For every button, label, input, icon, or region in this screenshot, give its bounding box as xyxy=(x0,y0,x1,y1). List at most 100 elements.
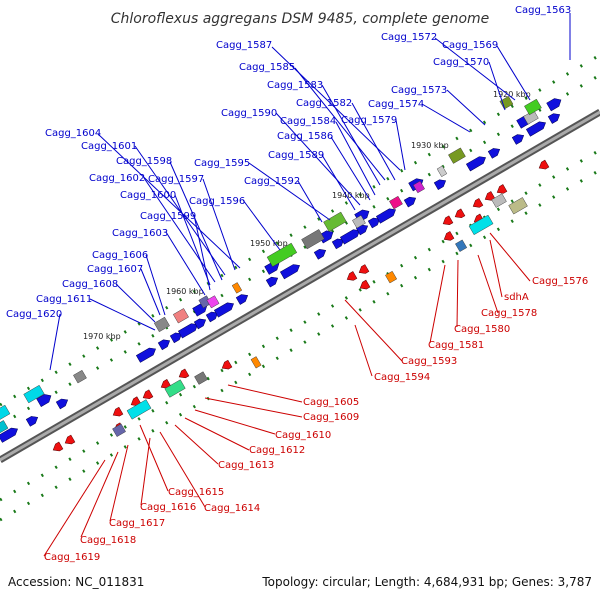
gene-label[interactable]: Cagg_1598 xyxy=(116,156,172,167)
cog-feature-box[interactable] xyxy=(436,165,448,177)
gene-label[interactable]: Cagg_1581 xyxy=(428,340,484,351)
minus-gene-arrow[interactable] xyxy=(441,215,454,227)
gene-label[interactable]: Cagg_1586 xyxy=(277,131,333,142)
cog-feature-box[interactable] xyxy=(231,282,243,294)
minus-gene-arrow[interactable] xyxy=(129,396,142,408)
minus-gene-arrow[interactable] xyxy=(51,441,64,453)
gene-label[interactable]: Cagg_1585 xyxy=(239,62,295,73)
plus-gene-arrow[interactable] xyxy=(403,195,418,208)
minus-gene-arrow[interactable] xyxy=(63,434,76,446)
gene-label[interactable]: Cagg_1572 xyxy=(381,32,437,43)
plus-gene-arrow[interactable] xyxy=(331,236,346,250)
cog-feature-box[interactable] xyxy=(250,356,262,369)
gene-label[interactable]: Cagg_1576 xyxy=(532,276,588,287)
gene-label[interactable]: Cagg_1605 xyxy=(303,397,359,408)
plus-gene-arrow[interactable] xyxy=(55,396,70,410)
gene-label[interactable]: Cagg_1573 xyxy=(391,85,447,96)
cog-feature-box[interactable] xyxy=(468,214,494,236)
cog-feature-box[interactable] xyxy=(448,147,466,164)
gene-label[interactable]: Cagg_1592 xyxy=(244,176,300,187)
gene-label[interactable]: Cagg_1589 xyxy=(268,150,324,161)
plus-gene-arrow[interactable] xyxy=(546,96,564,112)
minus-gene-arrow[interactable] xyxy=(453,208,466,220)
gene-label[interactable]: Cagg_1612 xyxy=(249,445,305,456)
plus-gene-arrow[interactable] xyxy=(487,146,502,159)
plus-gene-arrow[interactable] xyxy=(25,414,40,427)
gene-label[interactable]: Cagg_1563 xyxy=(515,5,571,16)
cog-feature-box[interactable] xyxy=(194,371,208,385)
gene-label[interactable]: Cagg_1582 xyxy=(296,98,352,109)
gene-label[interactable]: Cagg_1584 xyxy=(280,116,336,127)
plus-gene-arrow[interactable] xyxy=(193,316,208,330)
cog-feature-box[interactable] xyxy=(0,420,9,438)
minus-gene-arrow[interactable] xyxy=(159,379,172,390)
minus-gene-arrow[interactable] xyxy=(537,159,550,171)
plus-gene-arrow[interactable] xyxy=(213,300,235,318)
gene-label[interactable]: Cagg_1617 xyxy=(109,518,165,529)
plus-gene-arrow[interactable] xyxy=(525,119,547,137)
plus-gene-arrow[interactable] xyxy=(177,321,199,339)
minus-gene-arrow[interactable] xyxy=(177,368,190,380)
gene-label[interactable]: Cagg_1595 xyxy=(194,158,250,169)
plus-gene-arrow[interactable] xyxy=(547,111,562,124)
minus-gene-arrow[interactable] xyxy=(495,184,508,195)
plus-gene-arrow[interactable] xyxy=(511,132,526,145)
gene-label[interactable]: Cagg_1610 xyxy=(275,430,331,441)
gene-label[interactable]: Cagg_1601 xyxy=(81,141,137,152)
plus-gene-arrow[interactable] xyxy=(265,275,280,288)
gene-label[interactable]: Cagg_1616 xyxy=(140,502,196,513)
plus-gene-arrow[interactable] xyxy=(205,309,220,323)
cog-feature-box[interactable] xyxy=(301,229,325,250)
cog-feature-box[interactable] xyxy=(153,316,170,333)
cog-feature-box[interactable] xyxy=(73,369,87,384)
gene-label[interactable]: Cagg_1607 xyxy=(87,264,143,275)
cog-feature-box[interactable] xyxy=(385,270,398,284)
cog-feature-box[interactable] xyxy=(323,211,347,232)
gene-label[interactable]: Cagg_1609 xyxy=(303,412,359,423)
gene-label[interactable]: Cagg_1613 xyxy=(218,460,274,471)
cog-feature-box[interactable] xyxy=(172,308,189,324)
minus-gene-arrow[interactable] xyxy=(357,264,370,276)
plus-gene-arrow[interactable] xyxy=(279,262,301,280)
cog-feature-box[interactable] xyxy=(266,242,298,267)
cog-feature-box[interactable] xyxy=(23,384,45,404)
cog-feature-box[interactable] xyxy=(412,180,425,194)
plus-gene-arrow[interactable] xyxy=(465,154,487,172)
gene-label[interactable]: Cagg_1611 xyxy=(36,294,92,305)
minus-gene-arrow[interactable] xyxy=(220,359,233,371)
cog-feature-box[interactable] xyxy=(389,195,403,210)
cog-feature-box[interactable] xyxy=(352,215,366,229)
minus-gene-arrow[interactable] xyxy=(442,231,455,242)
cog-feature-box[interactable] xyxy=(126,399,152,420)
gene-label[interactable]: Cagg_1570 xyxy=(433,57,489,68)
cog-feature-box[interactable] xyxy=(164,379,186,398)
gene-label[interactable]: Cagg_1569 xyxy=(442,40,498,51)
plus-gene-arrow[interactable] xyxy=(157,337,172,351)
gene-label[interactable]: Cagg_1597 xyxy=(148,174,204,185)
gene-label[interactable]: Cagg_1604 xyxy=(45,128,101,139)
plus-gene-arrow[interactable] xyxy=(339,227,361,245)
gene-label[interactable]: Cagg_1583 xyxy=(267,80,323,91)
plus-gene-arrow[interactable] xyxy=(36,392,54,407)
gene-label[interactable]: Cagg_1599 xyxy=(140,211,196,222)
gene-label[interactable]: Cagg_1614 xyxy=(204,503,260,514)
plus-gene-arrow[interactable] xyxy=(235,292,250,305)
gene-label[interactable]: Cagg_1596 xyxy=(189,196,245,207)
gene-label[interactable]: Cagg_1615 xyxy=(168,487,224,498)
gene-label[interactable]: Cagg_1618 xyxy=(80,535,136,546)
cog-feature-box[interactable] xyxy=(455,239,468,252)
gene-label[interactable]: Cagg_1602 xyxy=(89,173,145,184)
gene-label[interactable]: Cagg_1574 xyxy=(368,99,424,110)
plus-gene-arrow[interactable] xyxy=(433,177,448,190)
minus-gene-arrow[interactable] xyxy=(111,406,124,418)
gene-label[interactable]: Cagg_1603 xyxy=(112,228,168,239)
cog-feature-box[interactable] xyxy=(491,193,507,208)
cog-feature-box[interactable] xyxy=(508,197,528,215)
cog-feature-box[interactable] xyxy=(524,98,542,116)
gene-label[interactable]: Cagg_1606 xyxy=(92,250,148,261)
minus-gene-arrow[interactable] xyxy=(358,279,371,291)
gene-label[interactable]: Cagg_1620 xyxy=(6,309,62,320)
minus-gene-arrow[interactable] xyxy=(345,271,358,282)
gene-label[interactable]: Cagg_1590 xyxy=(221,108,277,119)
gene-label[interactable]: Cagg_1580 xyxy=(454,324,510,335)
